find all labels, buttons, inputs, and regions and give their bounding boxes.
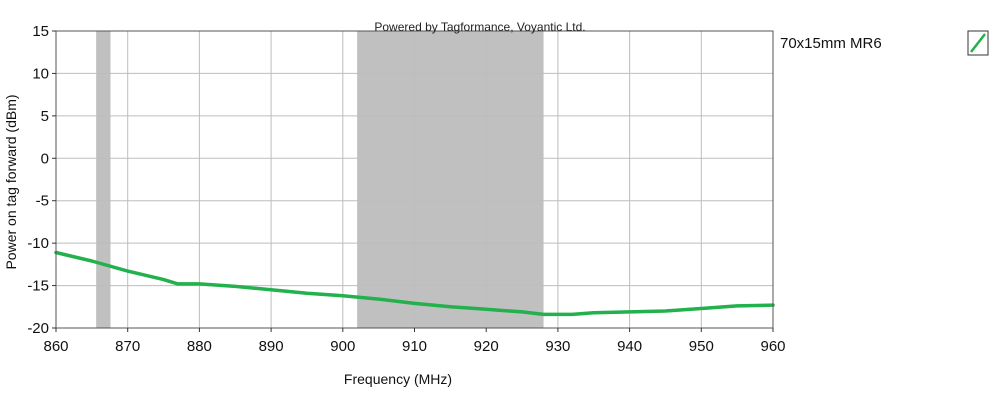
x-tick-label-950: 950 <box>689 338 714 355</box>
y-tick-label--20: -20 <box>27 320 49 337</box>
legend: 70x15mm MR6 <box>780 30 989 56</box>
shaded-bands <box>96 31 544 328</box>
x-tick-label-870: 870 <box>115 338 140 355</box>
y-tick-label--15: -15 <box>27 278 49 295</box>
chart-credit: Powered by Tagformance, Voyantic Ltd. <box>374 20 585 34</box>
y-tick-label--10: -10 <box>27 235 49 252</box>
y-tick-label-0: 0 <box>41 150 49 167</box>
x-tick-label-880: 880 <box>187 338 212 355</box>
legend-label: 70x15mm MR6 <box>780 35 882 52</box>
x-tick-label-890: 890 <box>259 338 284 355</box>
x-tick-label-960: 960 <box>760 338 785 355</box>
legend-swatch-icon <box>967 30 989 56</box>
series-group <box>54 250 775 317</box>
x-tick-label-860: 860 <box>43 338 68 355</box>
series-line-0 <box>54 250 775 317</box>
y-axis-title: Power on tag forward (dBm) <box>3 94 19 269</box>
y-axis: 15 10 5 0 -5 -10 -15 -20 <box>27 23 56 337</box>
x-tick-label-930: 930 <box>545 338 570 355</box>
y-tick-label-15: 15 <box>32 23 49 40</box>
x-axis: 860 870 880 890 900 910 920 930 940 950 960 <box>43 328 786 355</box>
x-tick-label-910: 910 <box>402 338 427 355</box>
x-axis-title: Frequency (MHz) <box>344 371 452 387</box>
shaded-band-1 <box>357 31 544 328</box>
x-tick-label-900: 900 <box>330 338 355 355</box>
shaded-band-0 <box>96 31 111 328</box>
y-tick-label-5: 5 <box>41 108 49 125</box>
x-tick-label-940: 940 <box>617 338 642 355</box>
y-tick-label-10: 10 <box>32 65 49 82</box>
y-tick-label--5: -5 <box>36 193 49 210</box>
x-tick-label-920: 920 <box>474 338 499 355</box>
